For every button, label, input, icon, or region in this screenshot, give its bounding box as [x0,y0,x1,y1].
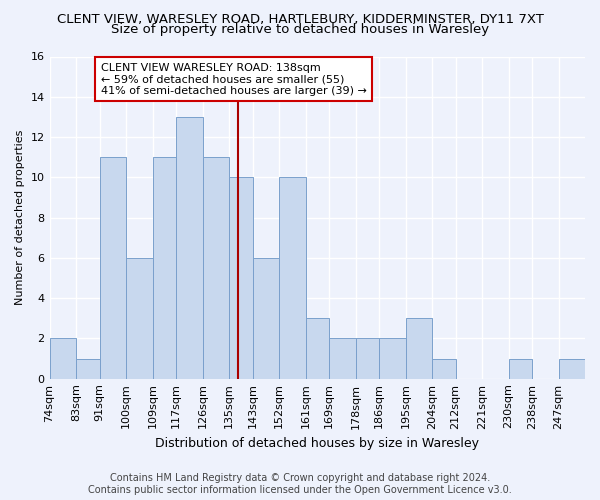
Y-axis label: Number of detached properties: Number of detached properties [15,130,25,306]
Bar [406,318,432,378]
Bar [253,258,279,378]
Bar [509,358,532,378]
Bar [305,318,329,378]
Bar [229,178,253,378]
Bar [50,338,76,378]
Text: CLENT VIEW WARESLEY ROAD: 138sqm
← 59% of detached houses are smaller (55)
41% o: CLENT VIEW WARESLEY ROAD: 138sqm ← 59% o… [101,62,367,96]
Bar [432,358,455,378]
Bar [203,157,229,378]
X-axis label: Distribution of detached houses by size in Waresley: Distribution of detached houses by size … [155,437,479,450]
Bar [379,338,406,378]
Text: CLENT VIEW, WARESLEY ROAD, HARTLEBURY, KIDDERMINSTER, DY11 7XT: CLENT VIEW, WARESLEY ROAD, HARTLEBURY, K… [56,12,544,26]
Bar [100,157,126,378]
Bar [356,338,379,378]
Bar [152,157,176,378]
Bar [279,178,305,378]
Bar [76,358,100,378]
Text: Size of property relative to detached houses in Waresley: Size of property relative to detached ho… [111,22,489,36]
Bar [176,117,203,378]
Bar [559,358,585,378]
Bar [126,258,152,378]
Text: Contains HM Land Registry data © Crown copyright and database right 2024.
Contai: Contains HM Land Registry data © Crown c… [88,474,512,495]
Bar [329,338,356,378]
